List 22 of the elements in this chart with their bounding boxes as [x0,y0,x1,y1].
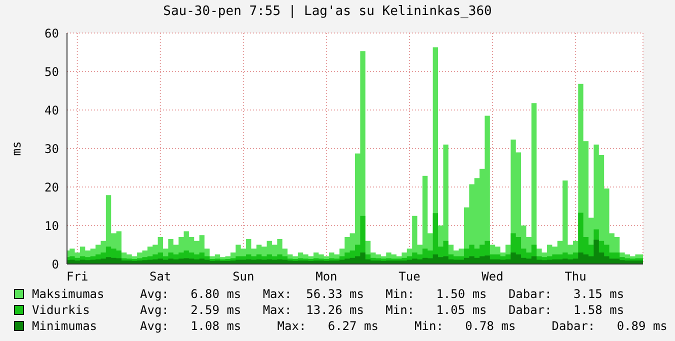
legend-label: Vidurkis [32,302,91,318]
y-tick-label: 40 [44,103,59,118]
x-tick-label: Tue [398,270,420,284]
y-tick-label: 30 [44,142,59,156]
y-tick-label: 0 [52,257,59,272]
legend-label: Minimumas [32,318,98,334]
text: Avg: 6.80 ms Max: 56.33 ms Min: 1.50 ms Dabar: 3.15 ms [140,286,624,302]
chart-title: Sau-30-pen 7:55 | Lag'as su Kelininkas_360 [162,3,493,21]
y-tick-label: 60 [44,26,59,40]
x-tick-label: Mon [316,270,338,284]
y-tick-label: 20 [44,180,59,194]
y-tick-label: 50 [44,64,59,79]
x-tick-label: Wed [482,270,504,284]
text: Avg: 1.08 ms Max: 6.27 ms Min: 0.78 ms Dabar: 0.89 ms [140,318,668,334]
x-tick-label: Sat [150,270,172,284]
y-tick-label: 10 [44,218,59,233]
y-axis-title: ms [9,141,24,156]
x-tick-label: Sun [232,270,254,284]
x-tick-label: Thu [564,270,586,284]
text: Avg: 2.59 ms Max: 13.26 ms Min: 1.05 ms Dabar: 1.58 ms [140,302,624,318]
x-tick-label: Fri [66,270,88,284]
legend-label: Maksimumas [32,286,106,302]
